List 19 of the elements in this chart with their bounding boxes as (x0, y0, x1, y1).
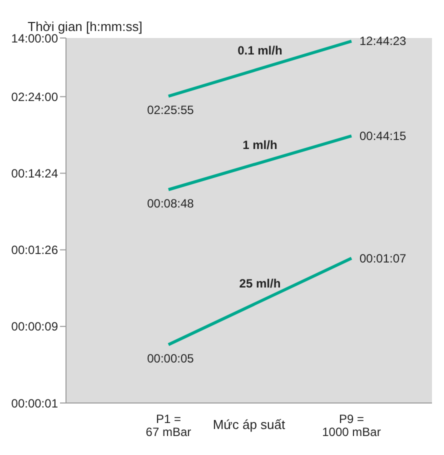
data-label: 12:44:23 (359, 34, 407, 48)
y-tick-label: 02:24:00 (11, 90, 58, 104)
data-label: 00:08:48 (147, 196, 194, 211)
x-tick-label: P9 = 1000 mBar (322, 412, 381, 439)
data-label: 00:00:05 (147, 352, 194, 366)
data-label: 00:44:15 (359, 128, 407, 143)
series-label: 25 ml/h (239, 276, 281, 290)
y-tick-label: 00:00:01 (11, 396, 58, 410)
y-axis-title: Thời gian [h:mm:ss] (28, 19, 142, 34)
x-tick-label: P1 = 67 mBar (146, 412, 192, 439)
data-label: 00:01:07 (359, 251, 407, 266)
x-axis-title: Mức áp suất (212, 417, 286, 432)
data-label: 02:25:55 (147, 103, 194, 118)
series-label: 0.1 ml/h (238, 44, 282, 58)
y-tick-label: 14:00:00 (11, 31, 58, 46)
y-tick-label: 00:14:24 (11, 166, 58, 181)
y-tick-label: 00:00:09 (11, 320, 58, 334)
series-label: 1 ml/h (242, 138, 278, 152)
y-tick-label: 00:01:26 (11, 243, 58, 258)
